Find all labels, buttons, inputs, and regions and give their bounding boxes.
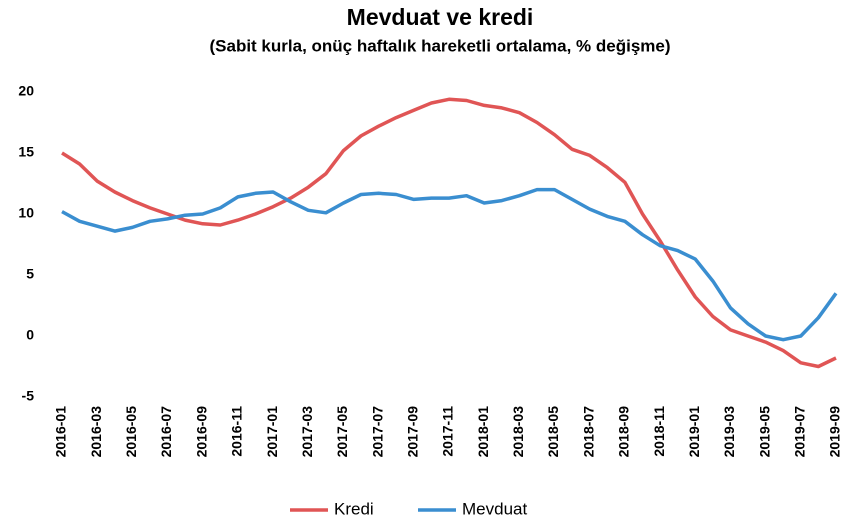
y-tick-label: 0 xyxy=(26,327,34,343)
x-tick-label: 2019-01 xyxy=(686,406,702,458)
chart-title: Mevduat ve kredi xyxy=(347,4,534,30)
y-tick-label: 10 xyxy=(18,205,34,221)
x-tick-label: 2016-01 xyxy=(53,406,69,458)
y-tick-label: 20 xyxy=(18,83,34,99)
x-tick-label: 2018-01 xyxy=(475,406,491,458)
x-tick-label: 2017-07 xyxy=(369,406,385,458)
y-tick-label: -5 xyxy=(22,388,35,404)
y-tick-label: 5 xyxy=(26,266,34,282)
x-tick-label: 2018-03 xyxy=(510,406,526,458)
x-tick-label: 2016-03 xyxy=(88,406,104,458)
x-tick-label: 2018-07 xyxy=(580,406,596,458)
chart-subtitle: (Sabit kurla, onüç haftalık hareketli or… xyxy=(209,36,670,55)
x-tick-label: 2016-09 xyxy=(193,406,209,458)
x-tick-label: 2016-11 xyxy=(229,406,245,457)
legend-label: Mevduat xyxy=(462,499,527,518)
y-tick-label: 15 xyxy=(18,144,34,160)
x-tick-label: 2017-05 xyxy=(334,406,350,458)
x-tick-label: 2018-09 xyxy=(616,406,632,458)
x-tick-label: 2018-05 xyxy=(545,406,561,458)
x-tick-label: 2017-01 xyxy=(264,406,280,458)
x-tick-label: 2018-11 xyxy=(651,406,667,457)
x-tick-label: 2017-09 xyxy=(405,406,421,458)
x-tick-label: 2019-03 xyxy=(721,406,737,458)
x-tick-label: 2016-05 xyxy=(123,406,139,458)
x-tick-label: 2019-09 xyxy=(827,406,843,458)
line-series xyxy=(61,97,837,369)
x-tick-label: 2019-07 xyxy=(792,406,808,458)
x-tick-label: 2019-05 xyxy=(756,406,772,458)
x-tick-label: 2017-11 xyxy=(440,406,456,457)
x-tick-label: 2017-03 xyxy=(299,406,315,458)
line-series xyxy=(61,187,838,342)
legend-label: Kredi xyxy=(334,499,374,518)
x-tick-label: 2016-07 xyxy=(158,406,174,458)
